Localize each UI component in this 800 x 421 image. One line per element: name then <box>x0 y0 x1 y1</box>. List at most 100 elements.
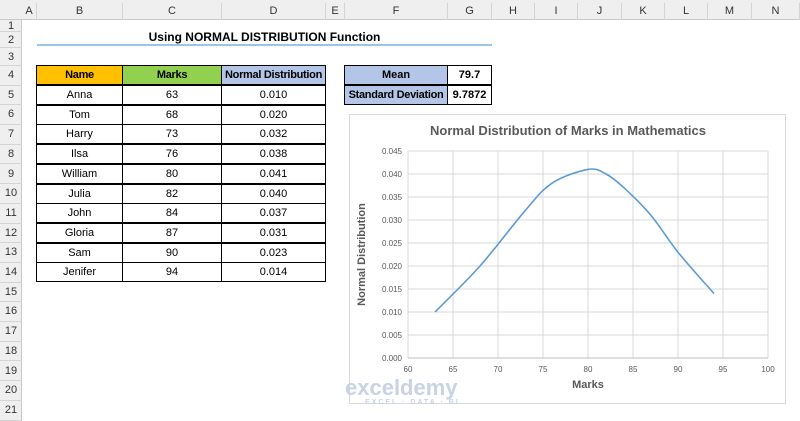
table-cell[interactable]: Anna <box>36 85 123 105</box>
table-cell[interactable]: Ilsa <box>36 144 123 165</box>
column-header-M[interactable]: M <box>708 3 752 20</box>
column-header-A[interactable]: A <box>22 3 37 20</box>
column-header-F[interactable]: F <box>345 3 448 20</box>
row-header-12[interactable]: 12 <box>0 224 22 244</box>
table-cell[interactable]: Jenifer <box>36 262 123 283</box>
table-cell[interactable]: 76 <box>122 144 222 165</box>
table-cell[interactable]: 80 <box>122 163 222 184</box>
row-header-15[interactable]: 15 <box>0 283 22 303</box>
table-cell[interactable]: William <box>36 163 123 184</box>
header-cell[interactable]: Name <box>36 65 123 85</box>
x-tick-label: 85 <box>629 365 638 374</box>
column-header-B[interactable]: B <box>37 3 123 20</box>
table-cell[interactable]: Gloria <box>36 222 123 243</box>
sheet-title: Using NORMAL DISTRIBUTION Function <box>37 28 492 46</box>
chart-title: Normal Distribution of Marks in Mathemat… <box>430 123 706 138</box>
x-tick-label: 90 <box>674 365 683 374</box>
sd-label[interactable]: Standard Deviation <box>344 85 448 105</box>
y-tick-label: 0.010 <box>382 308 403 317</box>
x-tick-label: 95 <box>719 365 728 374</box>
column-header-J[interactable]: J <box>578 3 622 20</box>
x-tick-label: 80 <box>584 365 593 374</box>
mean-label[interactable]: Mean <box>344 65 448 85</box>
y-tick-label: 0.045 <box>382 147 403 156</box>
row-header-2[interactable]: 2 <box>0 32 22 48</box>
x-tick-label: 65 <box>449 365 458 374</box>
row-header-18[interactable]: 18 <box>0 342 22 362</box>
header-cell[interactable]: Normal Distribution <box>221 65 326 85</box>
x-tick-label: 75 <box>539 365 548 374</box>
table-cell[interactable]: John <box>36 203 123 224</box>
table-cell[interactable]: 0.020 <box>221 104 326 125</box>
y-tick-label: 0.035 <box>382 193 403 202</box>
y-axis-label: Normal Distribution <box>356 203 368 306</box>
table-cell[interactable]: 73 <box>122 124 222 145</box>
column-header-N[interactable]: N <box>752 3 800 20</box>
table-cell[interactable]: 0.041 <box>221 163 326 184</box>
column-header-E[interactable]: E <box>326 3 345 20</box>
row-header-20[interactable]: 20 <box>0 381 22 401</box>
column-header-I[interactable]: I <box>535 3 578 20</box>
table-cell[interactable]: 0.037 <box>221 203 326 224</box>
table-cell[interactable]: Tom <box>36 104 123 125</box>
y-tick-label: 0.005 <box>382 331 403 340</box>
table-cell[interactable]: 90 <box>122 242 222 263</box>
y-tick-label: 0.015 <box>382 285 403 294</box>
column-header-H[interactable]: H <box>492 3 535 20</box>
table-cell[interactable]: 87 <box>122 222 222 243</box>
y-tick-label: 0.000 <box>382 354 403 363</box>
table-cell[interactable]: Sam <box>36 242 123 263</box>
sd-value[interactable]: 9.7872 <box>447 85 492 105</box>
row-header-6[interactable]: 6 <box>0 105 22 126</box>
table-cell[interactable]: 63 <box>122 85 222 105</box>
row-header-11[interactable]: 11 <box>0 204 22 224</box>
table-cell[interactable]: 0.038 <box>221 144 326 165</box>
column-header-K[interactable]: K <box>622 3 665 20</box>
table-cell[interactable]: 0.032 <box>221 124 326 145</box>
table-cell[interactable]: 94 <box>122 262 222 283</box>
chart[interactable]: Normal Distribution of Marks in Mathemat… <box>349 114 786 404</box>
row-header-3[interactable]: 3 <box>0 48 22 66</box>
table-cell[interactable]: Julia <box>36 183 123 204</box>
x-tick-label: 100 <box>761 365 775 374</box>
table-cell[interactable]: 68 <box>122 104 222 125</box>
table-cell[interactable]: 0.031 <box>221 222 326 243</box>
x-tick-label: 60 <box>404 365 413 374</box>
row-header-17[interactable]: 17 <box>0 322 22 342</box>
table-cell[interactable]: 0.023 <box>221 242 326 263</box>
row-header-13[interactable]: 13 <box>0 243 22 263</box>
column-header-D[interactable]: D <box>222 3 326 20</box>
chart-svg: Normal Distribution of Marks in Mathemat… <box>356 123 775 391</box>
x-axis-label: Marks <box>572 379 604 391</box>
row-header-16[interactable]: 16 <box>0 302 22 323</box>
x-tick-label: 70 <box>494 365 503 374</box>
table-cell[interactable]: 84 <box>122 203 222 224</box>
table-cell[interactable]: Harry <box>36 124 123 145</box>
row-header-7[interactable]: 7 <box>0 125 22 145</box>
row-header-14[interactable]: 14 <box>0 263 22 283</box>
row-header-5[interactable]: 5 <box>0 86 22 106</box>
y-tick-label: 0.025 <box>382 239 403 248</box>
row-header-1[interactable]: 1 <box>0 20 22 32</box>
row-header-8[interactable]: 8 <box>0 145 22 165</box>
y-tick-label: 0.020 <box>382 262 403 271</box>
column-header-L[interactable]: L <box>665 3 708 20</box>
table-cell[interactable]: 82 <box>122 183 222 204</box>
y-tick-label: 0.030 <box>382 216 403 225</box>
table-cell[interactable]: 0.040 <box>221 183 326 204</box>
table-cell[interactable]: 0.010 <box>221 85 326 105</box>
header-cell[interactable]: Marks <box>122 65 222 85</box>
row-header-4[interactable]: 4 <box>0 66 22 86</box>
mean-value[interactable]: 79.7 <box>447 65 492 85</box>
column-header-G[interactable]: G <box>448 3 492 20</box>
row-header-21[interactable]: 21 <box>0 401 22 421</box>
table-cell[interactable]: 0.014 <box>221 262 326 283</box>
row-header-19[interactable]: 19 <box>0 362 22 382</box>
row-header-10[interactable]: 10 <box>0 184 22 204</box>
series-line-0 <box>434 168 715 313</box>
exceldemy-watermark: exceldemy EXCEL · DATA · BI <box>345 375 460 407</box>
column-header-C[interactable]: C <box>123 3 222 20</box>
row-headers: 1 2 3 4 5 6 7 8 9 10 11 12 13 14 15 16 17 18 19 20 21 <box>0 20 22 421</box>
row-header-9[interactable]: 9 <box>0 165 22 185</box>
